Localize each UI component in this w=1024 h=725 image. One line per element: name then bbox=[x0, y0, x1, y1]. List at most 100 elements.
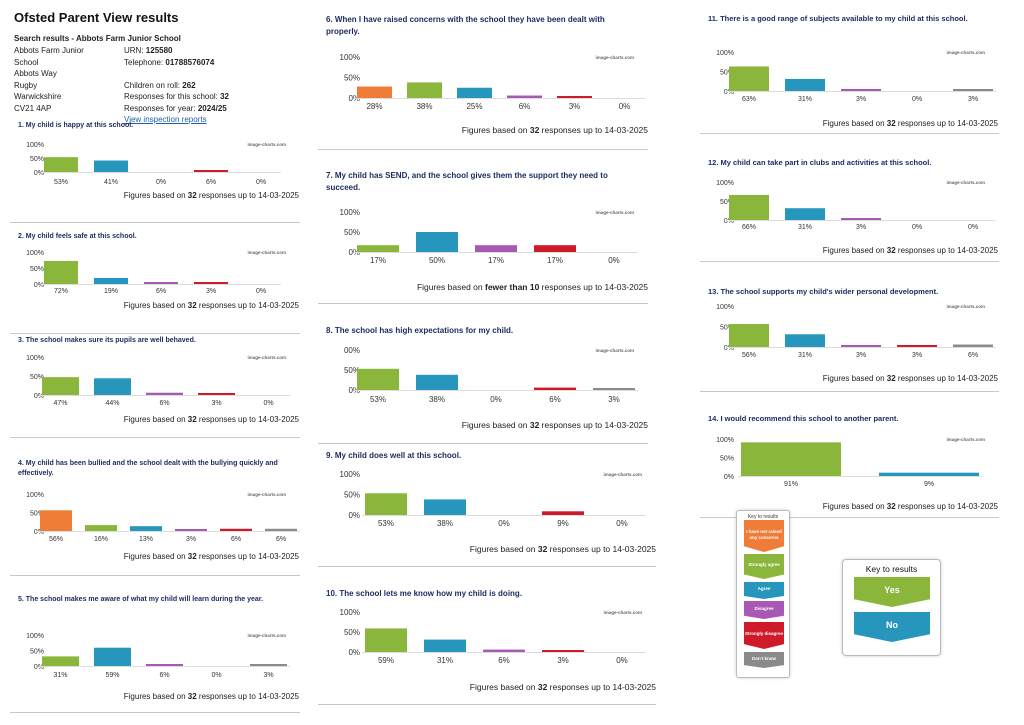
bar-value-label: 9% bbox=[924, 481, 934, 488]
bar bbox=[94, 647, 131, 666]
key-item-dont-know: Don't know bbox=[744, 652, 784, 668]
responses-footnote: Figures based on 32 responses up to 14-0… bbox=[822, 502, 998, 511]
bar-value-label: 6% bbox=[156, 288, 166, 295]
bar bbox=[841, 218, 881, 220]
address-line: Abbots Way bbox=[14, 69, 57, 78]
bar-value-label: 0% bbox=[912, 224, 922, 231]
y-tick-label: 100% bbox=[26, 142, 44, 149]
bar bbox=[365, 493, 407, 515]
y-tick-label: 50% bbox=[30, 156, 44, 163]
bar bbox=[42, 656, 79, 666]
bar bbox=[534, 245, 576, 252]
bar-value-label: 38% bbox=[416, 102, 432, 111]
bar-chart: 100% 50% 0% image-charts.com 56% 16% 13% 3% 6% 6% bbox=[26, 492, 300, 543]
watermark: image-charts.com bbox=[946, 437, 985, 442]
bar-value-label: 3% bbox=[557, 656, 569, 665]
key-item-agree: Agree bbox=[744, 582, 784, 599]
bar-value-label: 31% bbox=[798, 352, 812, 359]
bar-value-label: 31% bbox=[437, 656, 453, 665]
bar bbox=[424, 639, 466, 652]
key-item-strongly-agree: Strongly agree bbox=[744, 554, 784, 579]
bar-value-label: 17% bbox=[488, 256, 504, 265]
bar bbox=[146, 392, 183, 395]
bar bbox=[557, 96, 592, 98]
bar bbox=[94, 378, 131, 395]
bar bbox=[457, 87, 492, 98]
y-tick-label: 100% bbox=[340, 470, 360, 479]
key-item-disagree: Disagree bbox=[744, 601, 784, 619]
bar-value-label: 56% bbox=[742, 352, 756, 359]
bar-value-label: 56% bbox=[49, 536, 63, 543]
bar bbox=[357, 86, 392, 98]
bar-chart: 100% 50% 0% image-charts.com 31% 59% 6% 0% 3% bbox=[26, 633, 290, 679]
bar-value-label: 0% bbox=[211, 672, 221, 679]
bar-chart: 100% 50% 0% image-charts.com 72% 19% 6% 3% 0% bbox=[26, 250, 286, 295]
bar-value-label: 0% bbox=[498, 519, 510, 528]
panel-divider bbox=[700, 517, 999, 518]
watermark: image-charts.com bbox=[247, 355, 286, 360]
watermark: image-charts.com bbox=[946, 50, 985, 55]
watermark: image-charts.com bbox=[595, 55, 634, 60]
y-tick-label: 50% bbox=[720, 325, 734, 332]
y-tick-label: 50% bbox=[344, 74, 360, 83]
children-on-roll: Children on roll: 262 bbox=[124, 80, 196, 90]
panel-divider bbox=[10, 437, 300, 438]
responses-footnote: Figures based on 32 responses up to 14-0… bbox=[123, 692, 299, 701]
y-tick-label: 0% bbox=[724, 89, 734, 96]
question-title: 9. My child does well at this school. bbox=[326, 451, 462, 460]
y-tick-label: 0% bbox=[348, 511, 360, 520]
responses-count: Responses for this school: 32 bbox=[124, 92, 229, 101]
y-tick-label: 100% bbox=[340, 608, 360, 617]
view-inspection-reports-link[interactable]: View inspection reports bbox=[124, 115, 207, 124]
bar-value-label: 0% bbox=[619, 102, 631, 111]
bar bbox=[841, 345, 881, 347]
search-results-heading: Search results - Abbots Farm Junior Scho… bbox=[14, 34, 181, 43]
address-line: Rugby bbox=[14, 80, 38, 90]
bar-value-label: 6% bbox=[276, 536, 286, 543]
y-tick-label: 100% bbox=[26, 250, 44, 257]
watermark: image-charts.com bbox=[247, 492, 286, 497]
bar bbox=[94, 160, 128, 172]
responses-footnote: Figures based on 32 responses up to 14-0… bbox=[469, 682, 656, 692]
bar-value-label: 6% bbox=[159, 672, 169, 679]
bar bbox=[879, 472, 979, 476]
y-tick-label: 50% bbox=[344, 228, 360, 237]
bar-value-label: 19% bbox=[104, 288, 118, 295]
y-tick-label: 50% bbox=[30, 649, 44, 656]
bar-value-label: 17% bbox=[370, 256, 386, 265]
bar bbox=[542, 511, 584, 515]
bar-chart: 100% 50% 0% image-charts.com 56% 31% 3% 3% 6% bbox=[716, 304, 996, 359]
responses-footnote: Figures based on 32 responses up to 14-0… bbox=[822, 246, 998, 255]
urn: URN: 125580 bbox=[124, 46, 173, 55]
watermark: image-charts.com bbox=[247, 142, 286, 147]
bar-value-label: 3% bbox=[211, 400, 221, 407]
panel-divider bbox=[700, 133, 999, 134]
bar bbox=[897, 345, 937, 347]
y-tick-label: 0% bbox=[34, 170, 44, 177]
key-item-no: No bbox=[854, 612, 930, 642]
y-tick-label: 0% bbox=[34, 664, 44, 671]
bar-value-label: 25% bbox=[466, 102, 482, 111]
responses-footnote: Figures based on 32 responses up to 14-0… bbox=[461, 420, 648, 430]
responses-footnote: Figures based on fewer than 10 responses… bbox=[416, 282, 648, 292]
key-to-results-small: Key to results I have not raised any con… bbox=[736, 510, 790, 678]
panel-divider bbox=[700, 391, 999, 392]
bar-value-label: 6% bbox=[498, 656, 510, 665]
bar-value-label: 17% bbox=[547, 256, 563, 265]
bar bbox=[220, 528, 252, 531]
responses-footnote: Figures based on 32 responses up to 14-0… bbox=[123, 415, 299, 424]
responses-footnote: Figures based on 32 responses up to 14-0… bbox=[461, 125, 648, 135]
question-panel-9: 9. My child does well at this school. 100… bbox=[318, 450, 656, 567]
question-title: 6. When I have raised concerns with the … bbox=[326, 15, 605, 36]
panel-divider bbox=[318, 704, 656, 705]
bar-chart: 100% 50% 0% image-charts.com 63% 31% 3% 0% 3% bbox=[716, 50, 996, 103]
responses-footnote: Figures based on 32 responses up to 14-0… bbox=[123, 301, 299, 310]
panel-divider bbox=[318, 149, 648, 150]
bar bbox=[85, 525, 117, 531]
bar-value-label: 6% bbox=[159, 400, 169, 407]
bar-value-label: 0% bbox=[616, 656, 628, 665]
bar bbox=[841, 89, 881, 91]
panel-divider bbox=[318, 566, 656, 567]
question-panel-3: 3. The school makes sure its pupils are … bbox=[10, 336, 300, 438]
